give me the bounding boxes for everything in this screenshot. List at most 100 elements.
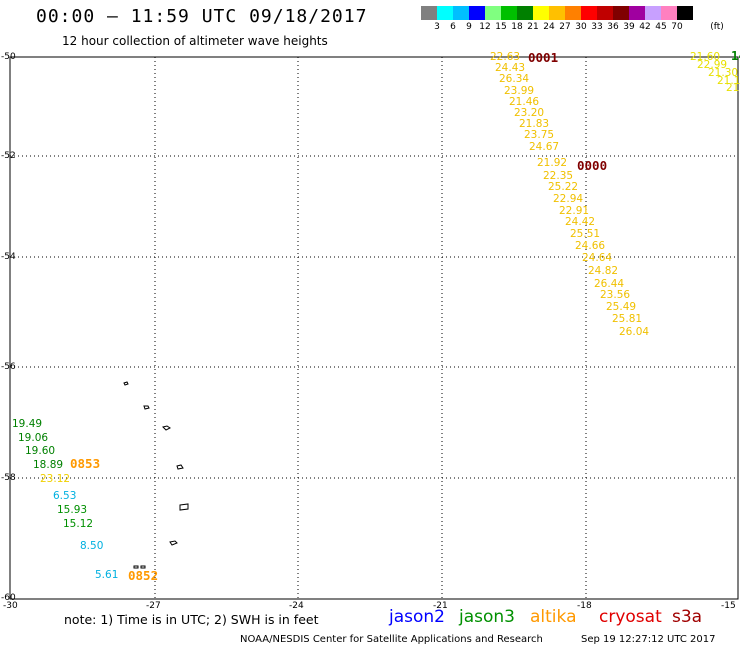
legend-tick-label: 42 (639, 22, 651, 32)
wave-height-label: 5.61 (95, 569, 119, 581)
legend-tick-label: 70 (671, 22, 683, 32)
timestamp: Sep 19 12:27:12 UTC 2017 (581, 634, 716, 645)
wave-height-label: 15.12 (63, 518, 94, 530)
wave-height-label: 25.49 (606, 301, 637, 313)
legend-swatch (565, 6, 581, 20)
credit: NOAA/NESDIS Center for Satellite Applica… (240, 634, 543, 645)
legend-swatch (469, 6, 485, 20)
legend-tick-label: 24 (543, 22, 555, 32)
legend-swatch (501, 6, 517, 20)
legend-tick-label: 36 (607, 22, 619, 32)
lat-label: -52 (1, 151, 16, 161)
legend-tick-label: 12 (479, 22, 491, 32)
lon-label: -24 (289, 601, 304, 611)
wave-height-label: 21.60 (690, 51, 721, 63)
lat-label: -56 (1, 362, 16, 372)
wave-height-label: 24.64 (582, 252, 613, 264)
wave-height-label: 22.99 (697, 59, 728, 71)
wave-height-label: 24.42 (565, 216, 596, 228)
wave-height-label: 22.35 (543, 170, 574, 182)
legend-tick-label: 30 (575, 22, 587, 32)
lat-label: -60 (1, 593, 16, 603)
wave-height-label: 24.43 (495, 62, 526, 74)
legend-swatch (661, 6, 677, 20)
wave-height-label: 23.75 (524, 129, 555, 141)
wave-height-label: 15.93 (57, 504, 88, 516)
wave-height-label: 24.82 (588, 265, 619, 277)
wave-height-label: 23.20 (514, 107, 545, 119)
island-1 (123, 381, 129, 386)
time-label: 14 (731, 48, 740, 63)
legend-tick-label: 6 (450, 22, 456, 32)
legend-tick-label: 3 (434, 22, 440, 32)
lon-label: -15 (721, 601, 736, 611)
wave-height-label: 23.99 (504, 85, 535, 97)
island-4 (176, 464, 184, 470)
time-label: 0853 (70, 456, 101, 471)
wave-height-label: 21.30 (708, 67, 739, 79)
lon-label: -18 (577, 601, 592, 611)
note: note: 1) Time is in UTC; 2) SWH is in fe… (64, 612, 319, 627)
lat-label: -50 (1, 52, 16, 62)
wave-height-label: 21 (726, 82, 740, 94)
legend-swatch (677, 6, 693, 20)
wave-height-label: 26.34 (499, 73, 530, 85)
legend-tick-label: 18 (511, 22, 523, 32)
wave-height-label: 18.89 (33, 459, 64, 471)
satellite-jason3: jason3 (459, 607, 515, 627)
satellite-jason2: jason2 (389, 607, 445, 627)
time-label: 0001 (528, 50, 559, 65)
legend-swatch (421, 6, 437, 20)
satellite-s3a: s3a (672, 607, 703, 627)
legend-tick-label: 15 (495, 22, 507, 32)
wave-height-label: 25.81 (612, 313, 643, 325)
map-border (9, 56, 739, 600)
time-label: 0000 (577, 158, 608, 173)
wave-height-label: 26.04 (619, 326, 650, 338)
legend-swatch (453, 6, 469, 20)
islands (123, 381, 189, 569)
title: 00:00 – 11:59 UTC 09/18/2017 (36, 6, 368, 27)
lat-label: -58 (1, 473, 16, 483)
legend-swatch (613, 6, 629, 20)
wave-height-label: 25.51 (570, 228, 601, 240)
wave-height-label: 22.94 (553, 193, 584, 205)
legend-swatch (645, 6, 661, 20)
wave-height-label: 24.66 (575, 240, 606, 252)
legend-tick-label: (ft) (710, 22, 724, 32)
wave-height-label: 21.92 (537, 157, 568, 169)
legend-swatch (517, 6, 533, 20)
lon-label: -30 (3, 601, 18, 611)
legend-tick-label: 27 (559, 22, 571, 32)
legend-swatch (549, 6, 565, 20)
legend-tick-label: 21 (527, 22, 539, 32)
wave-height-label: 23.12 (40, 473, 71, 485)
wave-height-label: 23.56 (600, 289, 631, 301)
legend-tick-label: 45 (655, 22, 667, 32)
legend-swatch (533, 6, 549, 20)
wave-height-label: 25.22 (548, 181, 579, 193)
satellite-cryosat: cryosat (599, 607, 662, 627)
island-2 (143, 405, 150, 410)
island-5 (179, 503, 189, 511)
island-7 (133, 565, 139, 569)
legend-tick-label: 9 (466, 22, 472, 32)
wave-height-label: 19.60 (25, 445, 56, 457)
wave-height-label: 21.46 (509, 96, 540, 108)
lon-label: -21 (433, 601, 448, 611)
wave-height-label: 26.44 (594, 278, 625, 290)
island-8 (140, 565, 146, 569)
subtitle: 12 hour collection of altimeter wave hei… (62, 34, 328, 48)
wave-height-label: 22.63 (490, 51, 521, 63)
legend-swatch (597, 6, 613, 20)
wave-height-label: 21.83 (519, 118, 550, 130)
island-6 (169, 540, 178, 546)
legend-color-bar (421, 6, 693, 20)
time-label: 0852 (128, 568, 159, 583)
legend-swatch (581, 6, 597, 20)
wave-height-label: 21.10 (717, 75, 740, 87)
legend-tick-label: 33 (591, 22, 603, 32)
wave-height-label: 8.50 (80, 540, 104, 552)
wave-height-label: 24.67 (529, 141, 560, 153)
